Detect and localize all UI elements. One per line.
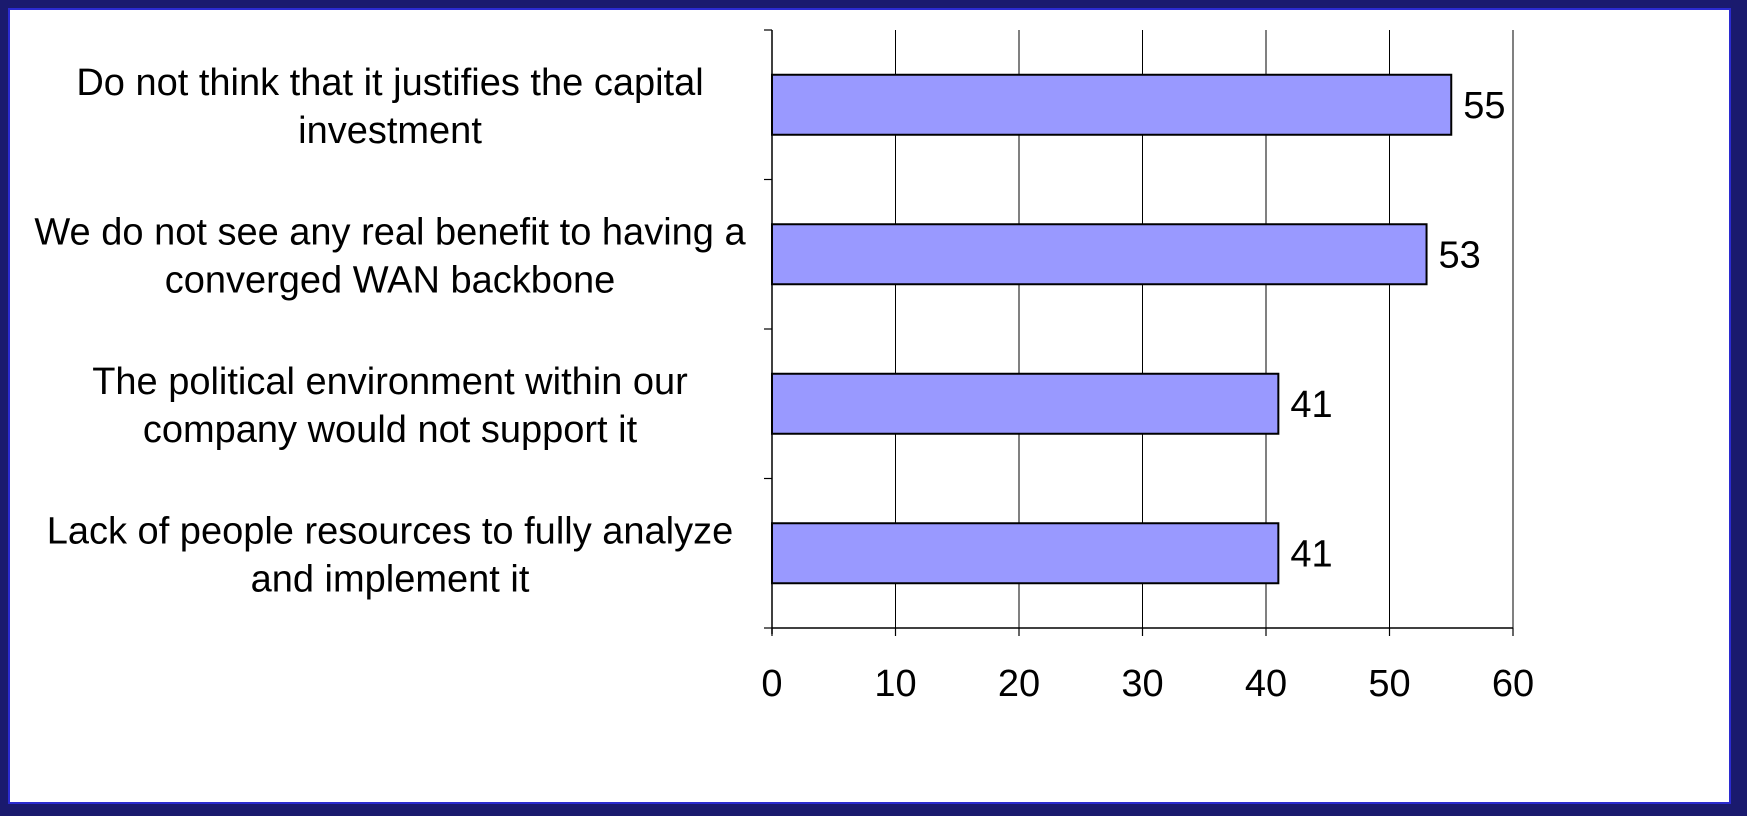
x-tick-label: 50 (1368, 663, 1410, 705)
bar (771, 372, 1280, 435)
x-tick-label: 60 (1492, 663, 1534, 705)
bar (771, 73, 1453, 136)
x-tick-label: 0 (761, 663, 782, 705)
x-tick-label: 10 (874, 663, 916, 705)
data-label: 55 (1463, 85, 1505, 127)
category-label: The political environment within our comp… (92, 361, 688, 451)
data-label: 41 (1290, 533, 1332, 575)
category-label-line: The political environment within our (92, 361, 688, 403)
bar (771, 223, 1428, 286)
category-label-line: Lack of people resources to fully analyz… (47, 510, 734, 552)
category-label-line: company would not support it (143, 409, 638, 451)
x-tick-label: 40 (1245, 663, 1287, 705)
labels: 0 10 20 30 40 50 60 55 Do not think that it just… (34, 62, 1534, 705)
category-label-line: Do not think that it justifies the capit… (76, 62, 703, 104)
chart-frame: 0 10 20 30 40 50 60 55 Do not think that it just… (8, 8, 1731, 804)
category-label: Do not think that it justifies the capit… (76, 62, 703, 152)
bar (771, 522, 1280, 585)
category-label: Lack of people resources to fully analyz… (47, 510, 734, 600)
category-label: We do not see any real benefit to having… (34, 211, 746, 301)
category-label-line: investment (298, 110, 482, 152)
category-label-line: We do not see any real benefit to having… (34, 211, 746, 253)
bar-chart: 0 10 20 30 40 50 60 55 Do not think that it just… (34, 29, 1534, 705)
data-label: 41 (1290, 384, 1332, 426)
x-tick-label: 20 (998, 663, 1040, 705)
x-tick-label: 30 (1121, 663, 1163, 705)
data-label: 53 (1439, 234, 1481, 276)
category-label-line: and implement it (251, 558, 530, 600)
bars (771, 73, 1453, 585)
category-label-line: converged WAN backbone (165, 259, 616, 301)
axes (764, 29, 1514, 636)
